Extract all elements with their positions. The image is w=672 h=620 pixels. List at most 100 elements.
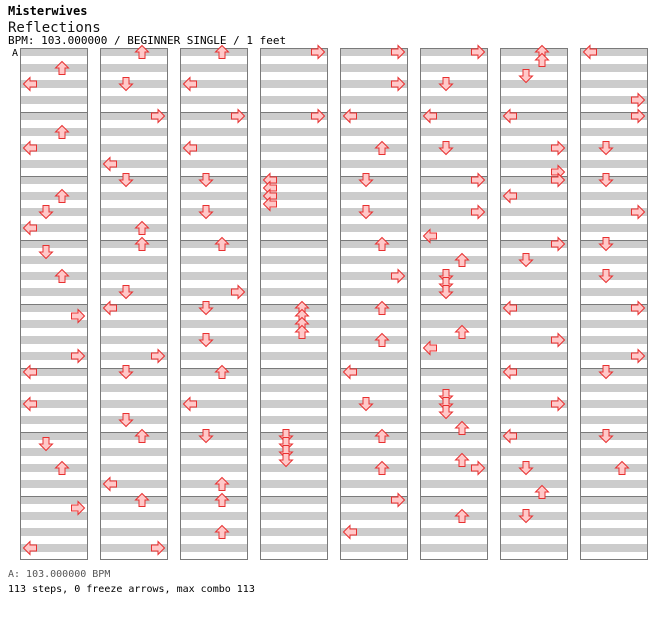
step-arrow-up: [374, 332, 390, 347]
step-arrow-left: [342, 524, 357, 540]
beat-band: [180, 288, 248, 296]
beat-band: [500, 320, 568, 328]
step-arrow-up: [54, 460, 70, 475]
beat-band: [20, 80, 88, 88]
beat-band: [580, 160, 648, 168]
beat-band: [500, 64, 568, 72]
beat-band: [500, 176, 568, 184]
beat-band: [180, 256, 248, 264]
step-arrow-down: [598, 141, 614, 156]
beat-band: [100, 496, 168, 504]
step-arrow-right: [471, 44, 486, 60]
beat-band: [100, 192, 168, 200]
beat-band: [420, 320, 488, 328]
beat-band: [20, 256, 88, 264]
step-arrow-down: [198, 333, 214, 348]
step-arrow-down: [358, 205, 374, 220]
beat-band: [420, 464, 488, 472]
beat-band: [500, 480, 568, 488]
beat-band: [20, 112, 88, 120]
beat-band: [260, 176, 328, 184]
beat-band: [500, 464, 568, 472]
beat-band: [500, 368, 568, 376]
beat-band: [340, 432, 408, 440]
beat-band: [180, 464, 248, 472]
beat-band: [580, 304, 648, 312]
beat-band: [260, 208, 328, 216]
beat-band: [340, 160, 408, 168]
beat-band: [500, 288, 568, 296]
beat-band: [340, 336, 408, 344]
beat-band: [420, 192, 488, 200]
bpm-summary: A: 103.000000 BPM: [8, 569, 111, 580]
step-arrow-up: [374, 236, 390, 251]
beat-band: [260, 160, 328, 168]
step-arrow-right: [551, 172, 566, 188]
beat-band: [260, 64, 328, 72]
beat-band: [500, 416, 568, 424]
beat-band: [20, 288, 88, 296]
beat-band: [20, 160, 88, 168]
beat-band: [420, 336, 488, 344]
step-arrow-left: [422, 108, 437, 124]
step-arrow-down: [198, 205, 214, 220]
step-arrow-up: [134, 236, 150, 251]
step-arrow-right: [551, 140, 566, 156]
step-arrow-down: [438, 77, 454, 92]
beat-band: [180, 416, 248, 424]
beat-band: [580, 416, 648, 424]
beat-band: [340, 48, 408, 56]
beat-band: [260, 80, 328, 88]
beat-band: [260, 400, 328, 408]
beat-band: [20, 432, 88, 440]
beat-band: [180, 144, 248, 152]
beat-band: [420, 352, 488, 360]
step-arrow-right: [151, 540, 166, 556]
beat-band: [340, 384, 408, 392]
beat-band: [340, 240, 408, 248]
beat-band: [340, 192, 408, 200]
beat-band: [260, 320, 328, 328]
beat-band: [420, 272, 488, 280]
beat-band: [580, 480, 648, 488]
beat-band: [20, 272, 88, 280]
step-stats: 113 steps, 0 freeze arrows, max combo 11…: [8, 584, 255, 595]
beat-band: [500, 96, 568, 104]
step-arrow-down: [118, 173, 134, 188]
step-arrow-down: [278, 453, 294, 468]
step-arrow-down: [38, 245, 54, 260]
step-arrow-up: [134, 492, 150, 507]
beat-band: [100, 288, 168, 296]
beat-band: [340, 528, 408, 536]
beat-band: [420, 240, 488, 248]
step-arrow-right: [311, 44, 326, 60]
step-arrow-down: [118, 285, 134, 300]
beat-band: [340, 400, 408, 408]
step-arrow-right: [71, 500, 86, 516]
step-arrow-left: [22, 540, 37, 556]
beat-band: [260, 464, 328, 472]
step-arrow-right: [471, 460, 486, 476]
beat-band: [100, 464, 168, 472]
step-arrow-right: [471, 204, 486, 220]
step-arrow-right: [391, 44, 406, 60]
step-arrow-left: [422, 340, 437, 356]
step-arrow-up: [214, 492, 230, 507]
beat-band: [580, 464, 648, 472]
beat-band: [20, 400, 88, 408]
beat-band: [580, 128, 648, 136]
beat-band: [420, 400, 488, 408]
step-arrow-left: [102, 156, 117, 172]
beat-band: [500, 128, 568, 136]
beat-band: [100, 480, 168, 488]
beat-band: [420, 480, 488, 488]
beat-band: [580, 240, 648, 248]
beat-band: [580, 368, 648, 376]
beat-band: [260, 336, 328, 344]
beat-band: [580, 144, 648, 152]
step-chart: [20, 44, 648, 560]
beat-band: [100, 128, 168, 136]
step-arrow-down: [358, 173, 374, 188]
beat-band: [20, 176, 88, 184]
step-arrow-up: [534, 484, 550, 499]
